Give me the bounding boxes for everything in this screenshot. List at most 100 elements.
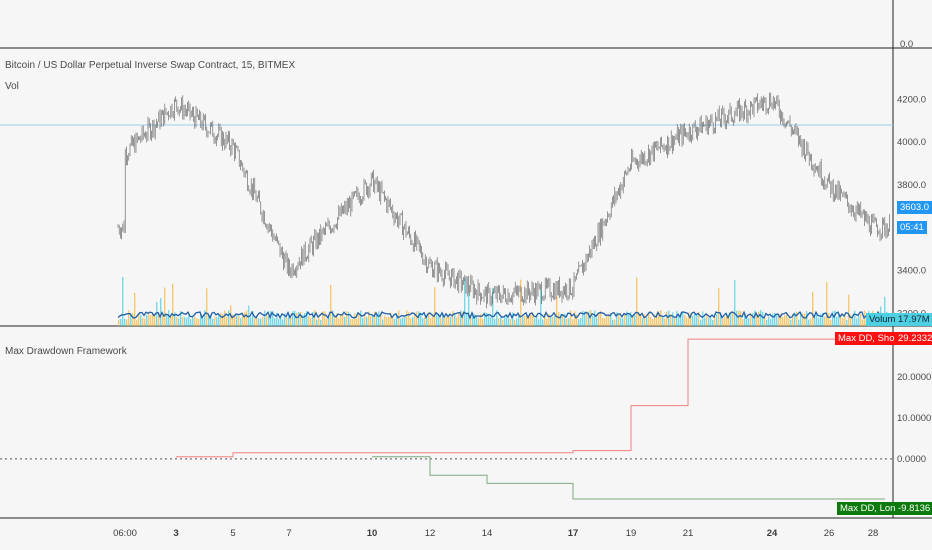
volume-bar [692,316,694,326]
volume-bar [462,311,464,326]
indicator-axis[interactable]: 20.0000 10.0000 0.0000 [897,372,931,465]
volume-bar [682,312,684,326]
symbol-title[interactable]: Bitcoin / US Dollar Perpetual Inverse Sw… [5,60,296,71]
volume-bar [176,317,178,326]
volume-bar [680,312,682,326]
volume-bar [306,311,308,326]
volume-bar [534,318,536,326]
volume-bar [818,318,820,326]
volume-bar [816,313,818,326]
volume-bar [702,311,704,326]
volume-bar [830,319,832,326]
volume-bar [854,310,856,326]
volume-bar [404,315,406,326]
volume-bar [846,319,848,326]
volume-bar [224,310,226,326]
volume-bar [228,310,230,326]
volume-bar [766,319,768,326]
volume-bar [636,277,638,326]
volume-bar [438,313,440,326]
volume-bar [580,317,582,326]
volume-bar [516,318,518,326]
volume-bar [552,316,554,326]
volume-bar [730,312,732,326]
volume-bar [848,294,850,326]
volume-bar [826,281,828,326]
volume-bar [416,311,418,326]
time-axis[interactable]: 06:00 3 5 7 10 12 14 17 19 21 24 26 28 [113,528,878,539]
volume-bar [778,314,780,326]
volume-bar [428,311,430,326]
time-tick-label: 24 [767,528,778,539]
volume-bar [684,314,686,326]
volume-bar [858,315,860,326]
volume-bar [554,315,556,326]
volume-bar [302,314,304,326]
volume-bar [864,310,866,326]
volume-bar [710,317,712,326]
volume-bar [394,318,396,326]
volume-bar [608,314,610,326]
volume-bar [508,318,510,326]
volume-bar [740,310,742,326]
max-dd-short-line [176,338,885,458]
volume-bar [756,315,758,326]
volume-bar [242,314,244,326]
volume-bar [814,315,816,326]
volume-bar [464,278,466,326]
volume-bar [650,316,652,326]
indicator-title[interactable]: Max Drawdown Framework [5,346,127,357]
volume-bar [476,316,478,326]
volume-bar [442,312,444,326]
volume-bar [578,319,580,326]
volume-bar [340,314,342,326]
volume-bar [746,317,748,326]
time-tick-label: 7 [286,528,291,539]
volume-bar [504,316,506,326]
volume-bar [456,317,458,326]
volume-bar [276,312,278,326]
volume-bar [726,315,728,326]
volume-bar [150,314,152,326]
volume-bar [148,311,150,326]
volume-bar [564,313,566,326]
time-tick-label: 19 [626,528,637,539]
volume-bar [632,314,634,326]
volume-bar [178,318,180,326]
volume-bar [238,315,240,326]
volume-bar [226,317,228,326]
volume-bar [410,318,412,326]
volume-bar [298,311,300,326]
volume-bar [382,319,384,326]
volume-bar [138,312,140,326]
volume-bar [320,319,322,326]
volume-bar [192,316,194,326]
volume-bar [786,313,788,326]
volume-bar [266,315,268,326]
volume-bar [652,318,654,326]
volume-bar [544,314,546,326]
volume-bar [592,315,594,326]
volume-bar [780,314,782,326]
volume-bar [342,313,344,326]
volume-bar [738,310,740,326]
volume-bar [714,316,716,326]
volume-bar [458,313,460,326]
volume-bar [530,314,532,326]
volume-bar [838,314,840,326]
volume-bar [360,310,362,326]
volume-bar [572,319,574,326]
time-tick-label: 10 [367,528,378,539]
volume-bar [724,316,726,326]
volume-bar [440,317,442,326]
volume-legend-label[interactable]: Vol [5,81,19,92]
max-dd-short-value-tag: 29.2332 [895,332,932,345]
volume-bar [486,312,488,326]
volume-bar [250,317,252,326]
volume-bar [576,314,578,326]
volume-bar [884,296,886,326]
volume-bar [262,316,264,326]
price-tick-label: 4200.0 [897,94,926,105]
volume-bar [696,314,698,326]
